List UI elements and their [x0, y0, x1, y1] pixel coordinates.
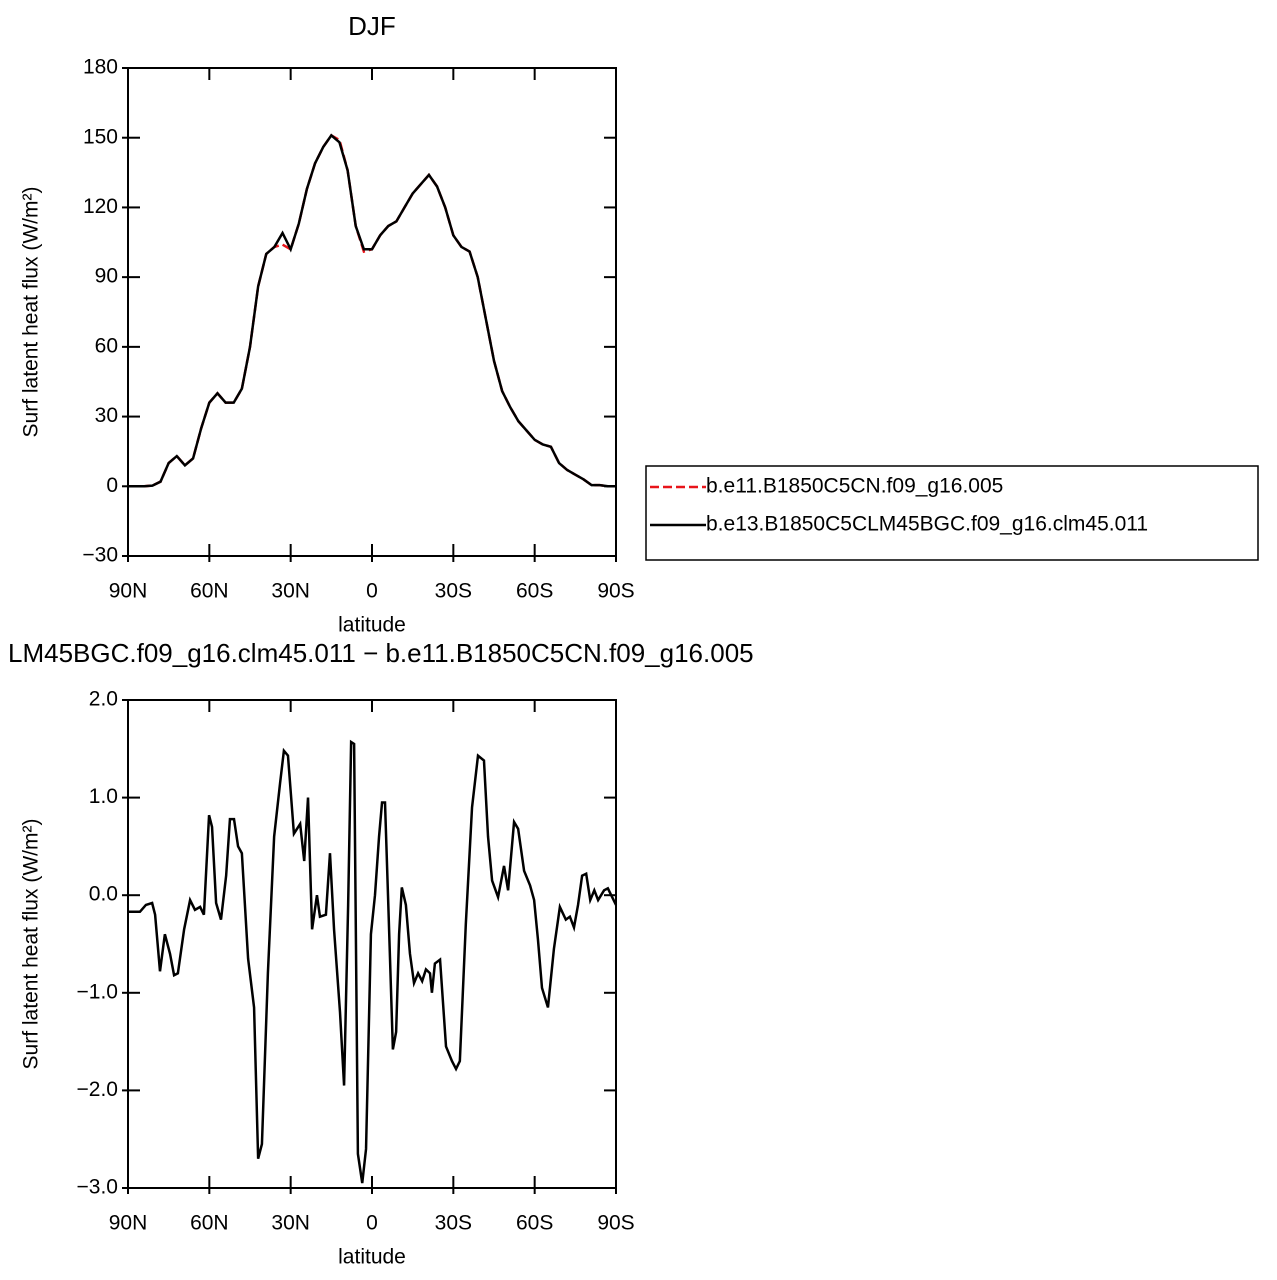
x-tick-label: 0 [366, 580, 378, 603]
y-tick-label: 90 [95, 265, 118, 288]
y-tick-label: 2.0 [89, 688, 118, 711]
y-tick-label: −3.0 [77, 1176, 118, 1199]
x-tick-label: 30S [435, 1212, 472, 1235]
chart-title: LM45BGC.f09_g16.clm45.011 − b.e11.B1850C… [8, 638, 754, 668]
y-tick-label: 150 [83, 125, 118, 148]
y-tick-label: 30 [95, 404, 118, 427]
y-tick-label: −2.0 [77, 1078, 118, 1101]
y-tick-label: 120 [83, 195, 118, 218]
x-tick-label: 0 [366, 1212, 378, 1235]
x-tick-label: 90S [597, 1212, 634, 1235]
legend-box [645, 465, 1259, 561]
x-tick-label: 60N [190, 1212, 229, 1235]
chart-title: DJF [348, 11, 396, 41]
x-tick-label: 90S [597, 580, 634, 603]
legend-label: b.e11.B1850C5CN.f09_g16.005 [706, 475, 1003, 498]
plot-frame [127, 67, 617, 557]
x-axis-label: latitude [338, 1246, 406, 1269]
x-tick-label: 60N [190, 580, 229, 603]
x-tick-label: 30S [435, 580, 472, 603]
y-tick-label: 180 [83, 56, 118, 79]
x-tick-label: 30N [271, 1212, 310, 1235]
y-axis-label: Surf latent heat flux (W/m²) [20, 187, 43, 438]
data-line [128, 133, 616, 488]
y-tick-label: 0.0 [89, 883, 118, 906]
y-tick-label: 60 [95, 334, 118, 357]
legend-label: b.e13.B1850C5CLM45BGC.f09_g16.clm45.011 [706, 513, 1148, 536]
y-tick-label: −1.0 [77, 980, 118, 1003]
x-tick-label: 30N [271, 580, 310, 603]
plot-frame [127, 699, 617, 1189]
x-axis-label: latitude [338, 614, 406, 637]
x-tick-label: 90N [109, 580, 148, 603]
data-line [128, 739, 618, 1184]
x-tick-label: 60S [516, 1212, 553, 1235]
data-line [128, 133, 616, 488]
y-tick-label: −30 [82, 544, 118, 567]
y-tick-label: 0 [106, 474, 118, 497]
y-axis-label: Surf latent heat flux (W/m²) [20, 819, 43, 1070]
y-tick-label: 1.0 [89, 785, 118, 808]
x-tick-label: 90N [109, 1212, 148, 1235]
x-tick-label: 60S [516, 580, 553, 603]
